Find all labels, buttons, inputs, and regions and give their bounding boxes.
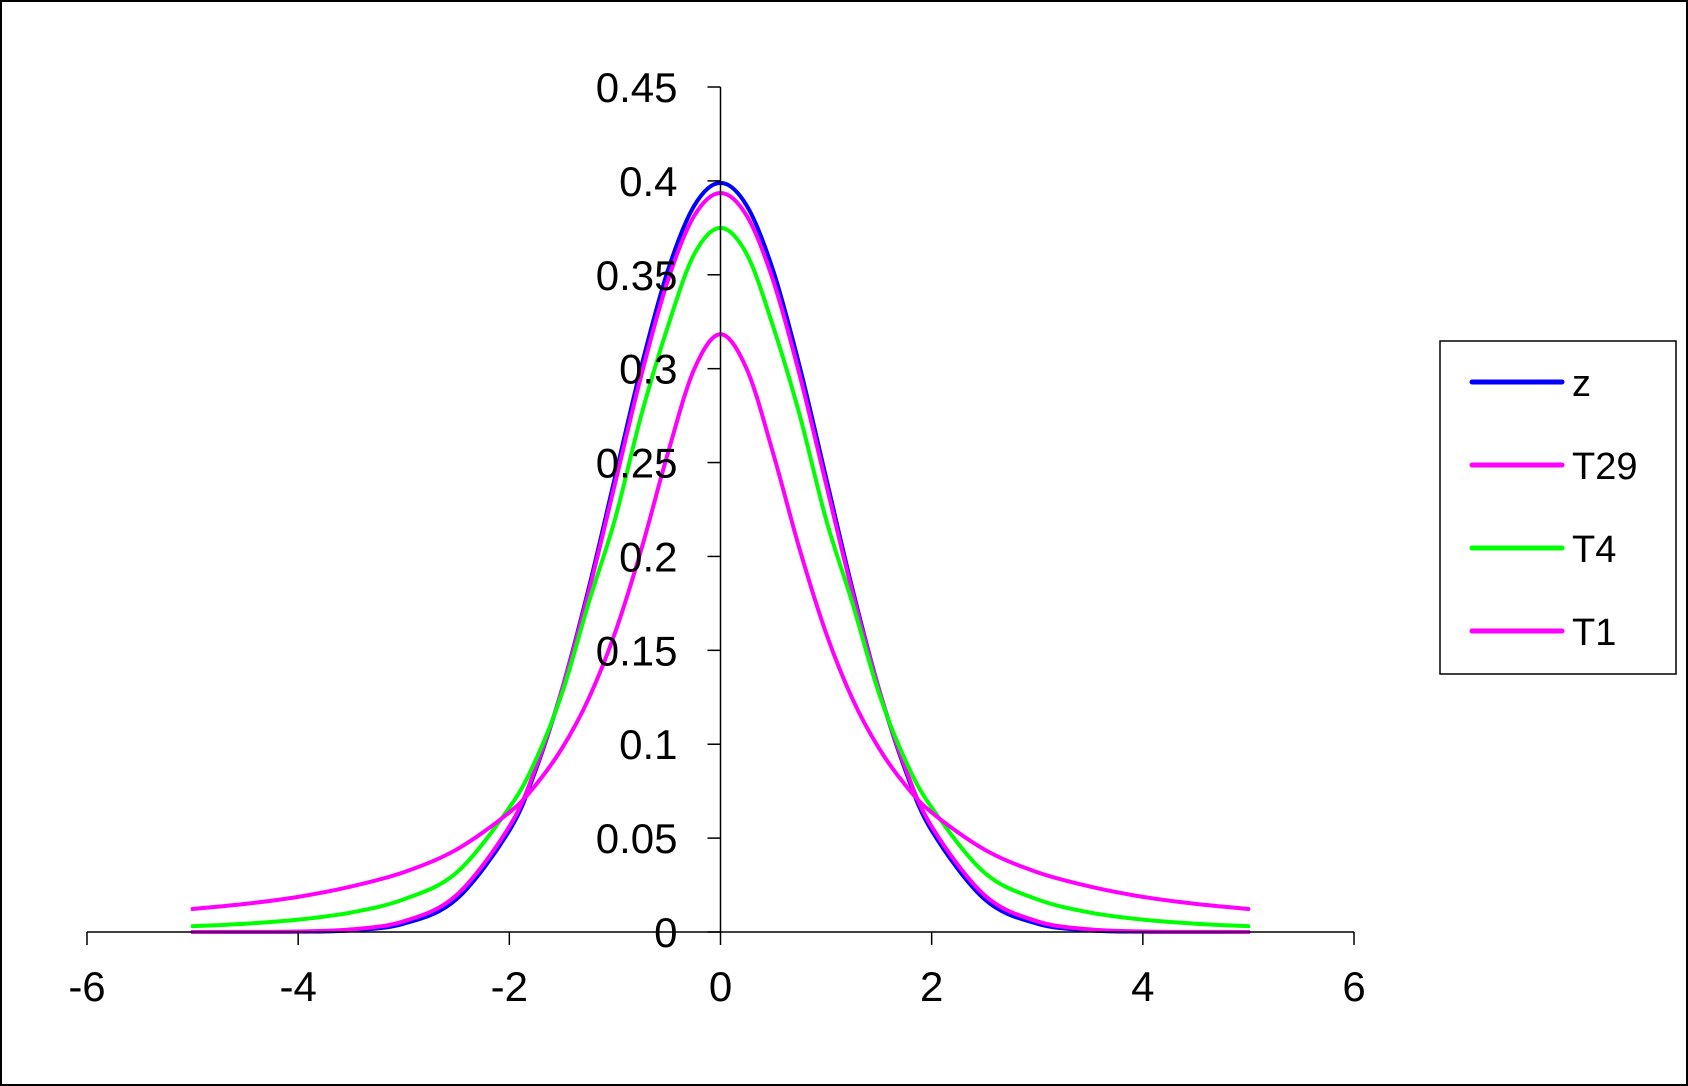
x-tick-label: 6 [1342,963,1365,1010]
y-tick-label: 0.25 [596,440,678,487]
x-tick-label: 4 [1131,963,1154,1010]
legend: z T29 T4 T1 [1439,340,1677,675]
y-tick-label: 0.3 [619,346,677,393]
y-tick-label: 0.35 [596,252,678,299]
y-tick-label: 0 [654,909,677,956]
x-tick-label: 0 [709,963,732,1010]
x-tick-label: 2 [920,963,943,1010]
y-tick-label: 0.2 [619,533,677,580]
legend-label-t4: T4 [1572,529,1616,571]
plot-area: -6 -4 -2 0 2 4 6 0 0.05 0.1 0.15 0.2 0.25 0.3 0.35 0.4 0… [68,64,1365,1010]
axes-layer: -6 -4 -2 0 2 4 6 0 0.05 0.1 0.15 0.2 0.25 0.3 0.35 0.4 0… [68,64,1365,1010]
legend-label-t29: T29 [1572,446,1637,488]
x-tick-label: -2 [491,963,528,1010]
x-tick-label: -6 [68,963,105,1010]
legend-box [1439,340,1677,675]
y-tick-label: 0.45 [596,64,678,111]
y-tick-label: 0.4 [619,158,677,205]
y-tick-label: 0.1 [619,721,677,768]
x-tick-label: -4 [279,963,316,1010]
y-tick-label: 0.05 [596,815,678,862]
legend-label-z: z [1572,363,1591,405]
y-tick-label: 0.15 [596,627,678,674]
legend-label-t1: T1 [1572,612,1616,654]
